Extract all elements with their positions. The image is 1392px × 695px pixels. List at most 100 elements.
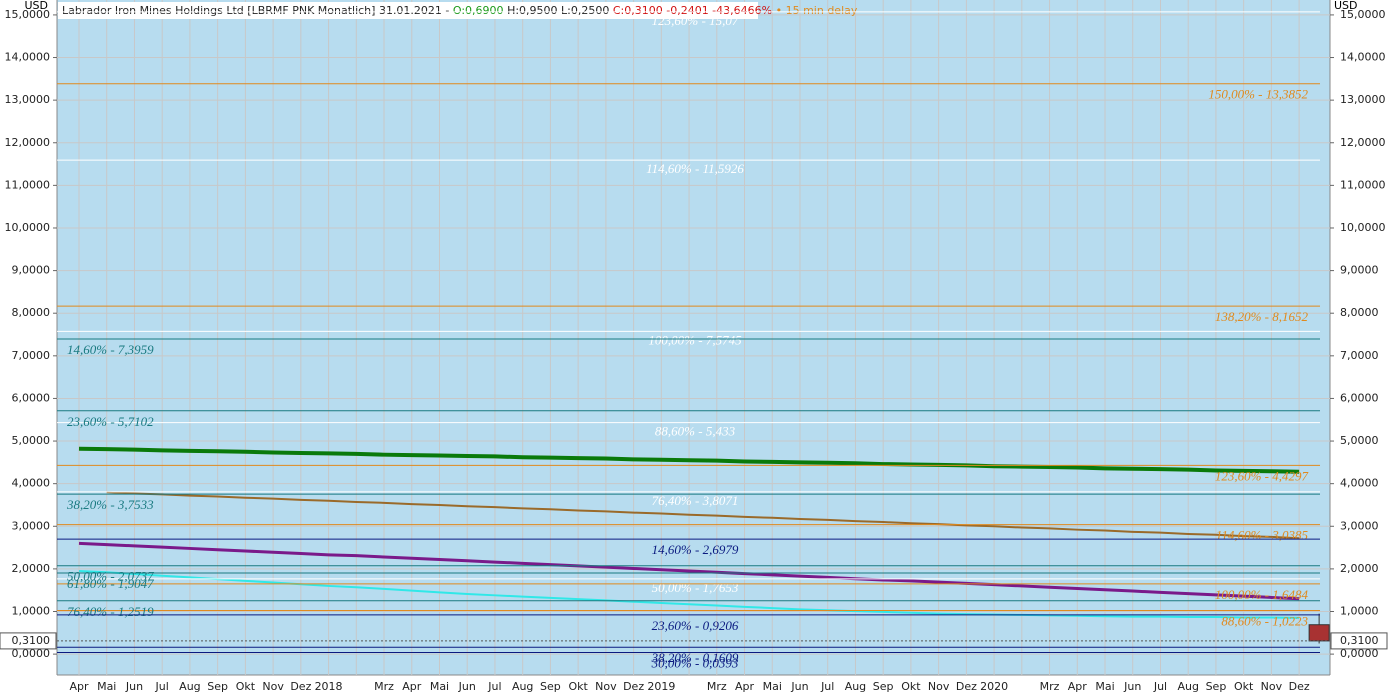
- x-tick-label: 2020: [980, 680, 1008, 693]
- y2-tick-label: 6,0000: [1340, 391, 1379, 404]
- x-tick-label: Jul: [820, 680, 834, 693]
- level-label: 50,00% - 1,7653: [652, 580, 739, 595]
- level-label: 123,60% - 4,4297: [1215, 468, 1309, 483]
- y2-tick-label: 0,0000: [1340, 647, 1379, 660]
- y-tick-label: 11,0000: [5, 178, 51, 191]
- y2-tick-label: 2,0000: [1340, 562, 1379, 575]
- y2-tick-label: 12,0000: [1340, 136, 1386, 149]
- y2-tick-label: 10,0000: [1340, 221, 1386, 234]
- candle-body: [1308, 624, 1330, 642]
- x-tick-label: Apr: [735, 680, 755, 693]
- title-open: O:0,6900: [453, 4, 504, 17]
- x-tick-label: Jul: [487, 680, 501, 693]
- x-tick-label: 2018: [315, 680, 343, 693]
- level-label: 76,40% - 3,8071: [652, 493, 739, 508]
- trend-line: [78, 570, 1300, 619]
- y-axis-unit: USD: [24, 0, 48, 12]
- y-tick-label: 0,0000: [12, 647, 51, 660]
- x-tick-label: Okt: [1234, 680, 1254, 693]
- x-tick-label: Jun: [1123, 680, 1141, 693]
- x-tick-label: Jul: [1153, 680, 1167, 693]
- x-tick-label: Nov: [1261, 680, 1283, 693]
- y2-tick-label: 11,0000: [1340, 178, 1386, 191]
- x-tick-label: Aug: [512, 680, 533, 693]
- y-tick-label: 5,0000: [12, 434, 51, 447]
- trend-line: [106, 491, 1300, 540]
- x-tick-label: Dez: [1289, 680, 1310, 693]
- level-label: 114,60% - 11,5926: [646, 161, 744, 176]
- last-price-label: 0,3100: [12, 634, 51, 647]
- y-tick-label: 15,0000: [5, 8, 51, 21]
- level-label: 38,20% - 0,1609: [651, 650, 739, 665]
- x-tick-label: Sep: [873, 680, 894, 693]
- level-label: 30,00% - 0,0393: [651, 655, 739, 670]
- y2-axis-unit: USD: [1334, 0, 1358, 12]
- chart-title: Labrador Iron Mines Holdings Ltd [LBRMF …: [62, 4, 858, 17]
- x-tick-label: Apr: [69, 680, 89, 693]
- y2-tick-label: 4,0000: [1340, 477, 1379, 490]
- x-tick-label: Sep: [540, 680, 561, 693]
- level-label: 138,20% - 8,1652: [1215, 309, 1309, 324]
- x-tick-label: Mrz: [374, 680, 394, 693]
- x-tick-label: Apr: [402, 680, 422, 693]
- x-tick-label: Mrz: [707, 680, 727, 693]
- grid: [57, 0, 1330, 675]
- x-tick-label: Dez: [956, 680, 977, 693]
- x-tick-label: Jun: [125, 680, 143, 693]
- x-tick-label: Okt: [901, 680, 921, 693]
- level-label: 14,60% - 7,3959: [67, 342, 154, 357]
- right-axis-panel: [1330, 0, 1392, 695]
- plot-background: [57, 0, 1330, 675]
- y-tick-label: 3,0000: [12, 519, 51, 532]
- marks: [78, 446, 1330, 644]
- level-label: 23,60% - 0,9206: [652, 618, 739, 633]
- x-tick-label: Sep: [1206, 680, 1227, 693]
- left-axis-panel: [0, 0, 57, 695]
- x-tick-label: Dez: [623, 680, 644, 693]
- x-tick-label: Nov: [262, 680, 284, 693]
- y2-tick-label: 13,0000: [1340, 93, 1386, 106]
- trend-line: [78, 541, 1300, 601]
- y2-tick-label: 7,0000: [1340, 349, 1379, 362]
- last-price-tag: [1330, 632, 1388, 650]
- y2-tick-label: 8,0000: [1340, 306, 1379, 319]
- x-tick-label: Mai: [763, 680, 782, 693]
- x-tick-label: Mrz: [1040, 680, 1060, 693]
- x-tick-label: Aug: [179, 680, 200, 693]
- level-label: 88,60% - 1,0223: [1221, 614, 1308, 629]
- level-label: 88,60% - 5,433: [655, 424, 736, 439]
- level-label: 76,40% - 1,2519: [67, 604, 154, 619]
- y-tick-label: 14,0000: [5, 51, 51, 64]
- x-tick-label: Mai: [97, 680, 116, 693]
- y-tick-label: 2,0000: [12, 562, 51, 575]
- y-tick-label: 7,0000: [12, 349, 51, 362]
- x-tick-label: Apr: [1068, 680, 1088, 693]
- x-tick-label: Jul: [155, 680, 169, 693]
- level-label: 100,00% - 1,6484: [1215, 587, 1309, 602]
- y-tick-label: 12,0000: [5, 136, 51, 149]
- title-box: [58, 2, 758, 19]
- y2-tick-label: 14,0000: [1340, 51, 1386, 64]
- level-label: 14,60% - 2,6979: [652, 542, 739, 557]
- y2-tick-label: 5,0000: [1340, 434, 1379, 447]
- x-tick-label: Nov: [595, 680, 617, 693]
- level-label: 61,80% - 1,9047: [67, 576, 154, 591]
- y-tick-label: 8,0000: [12, 306, 51, 319]
- y-tick-label: 1,0000: [12, 605, 51, 618]
- last-price-label: 0,3100: [1340, 634, 1379, 647]
- y-tick-label: 13,0000: [5, 93, 51, 106]
- title-high: H:0,9500: [507, 4, 557, 17]
- x-tick-label: Nov: [928, 680, 950, 693]
- x-tick-label: Okt: [236, 680, 256, 693]
- x-tick-label: Okt: [568, 680, 588, 693]
- last-price-tag: [0, 632, 57, 650]
- level-label: 100,00% - 7,5745: [648, 332, 742, 347]
- x-tick-label: Jun: [458, 680, 476, 693]
- x-tick-label: 2019: [647, 680, 675, 693]
- x-tick-label: Aug: [1177, 680, 1198, 693]
- level-label: 114,60% - 3,0385: [1216, 528, 1309, 543]
- trend-line: [78, 446, 1300, 474]
- level-label: 150,00% - 13,3852: [1208, 87, 1308, 102]
- y2-tick-label: 1,0000: [1340, 605, 1379, 618]
